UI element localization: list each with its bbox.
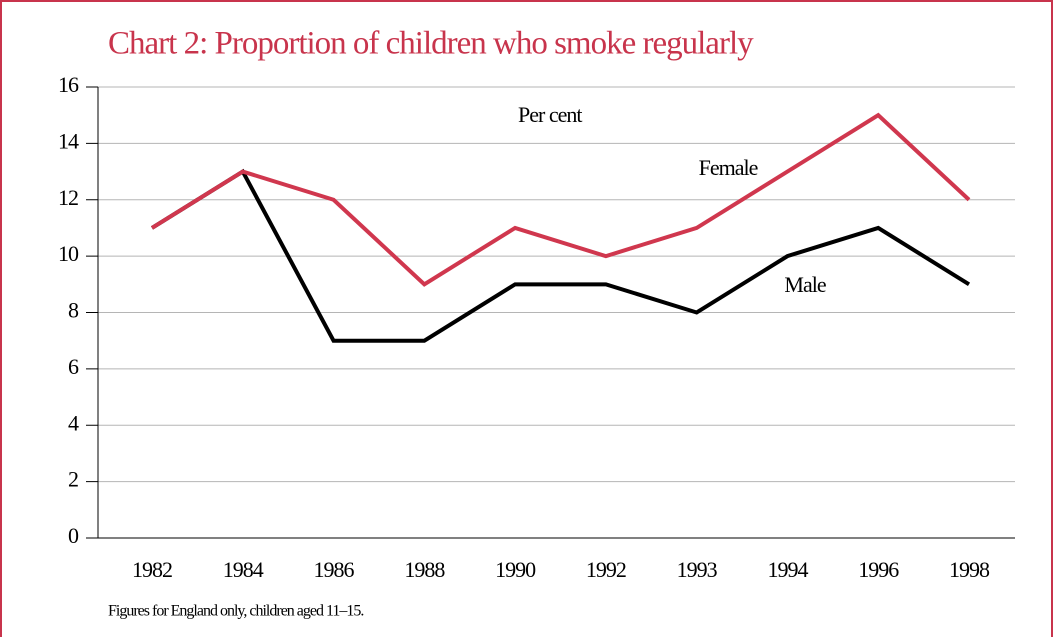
x-tick-label: 1982 xyxy=(132,557,172,582)
x-tick-label: 1984 xyxy=(223,557,264,582)
y-tick-label: 12 xyxy=(58,185,78,210)
y-tick-label: 10 xyxy=(58,241,79,266)
x-tick-label: 1994 xyxy=(767,557,808,582)
y-tick-label: 14 xyxy=(58,128,79,153)
x-tick-label: 1996 xyxy=(858,557,899,582)
x-tick-label: 1988 xyxy=(404,557,445,582)
y-tick-label: 0 xyxy=(68,523,79,548)
series-label: Female xyxy=(699,155,758,180)
x-tick-label: 1990 xyxy=(495,557,536,582)
y-tick-label: 8 xyxy=(68,298,79,323)
chart-title: Chart 2: Proportion of children who smok… xyxy=(108,26,754,62)
x-tick-label: 1998 xyxy=(949,557,990,582)
x-tick-label: 1986 xyxy=(314,557,355,582)
unit-label: Per cent xyxy=(518,102,582,127)
y-tick-label: 2 xyxy=(68,467,78,492)
x-tick-label: 1992 xyxy=(586,557,626,582)
y-tick-label: 16 xyxy=(58,72,79,97)
series-line xyxy=(150,112,971,287)
y-tick-label: 4 xyxy=(68,410,79,435)
x-tick-label: 1993 xyxy=(677,557,718,582)
note: Figures for England only, children aged … xyxy=(108,603,363,620)
y-tick-label: 6 xyxy=(68,354,79,379)
series-line xyxy=(150,168,971,343)
series-label: Male xyxy=(784,272,825,297)
